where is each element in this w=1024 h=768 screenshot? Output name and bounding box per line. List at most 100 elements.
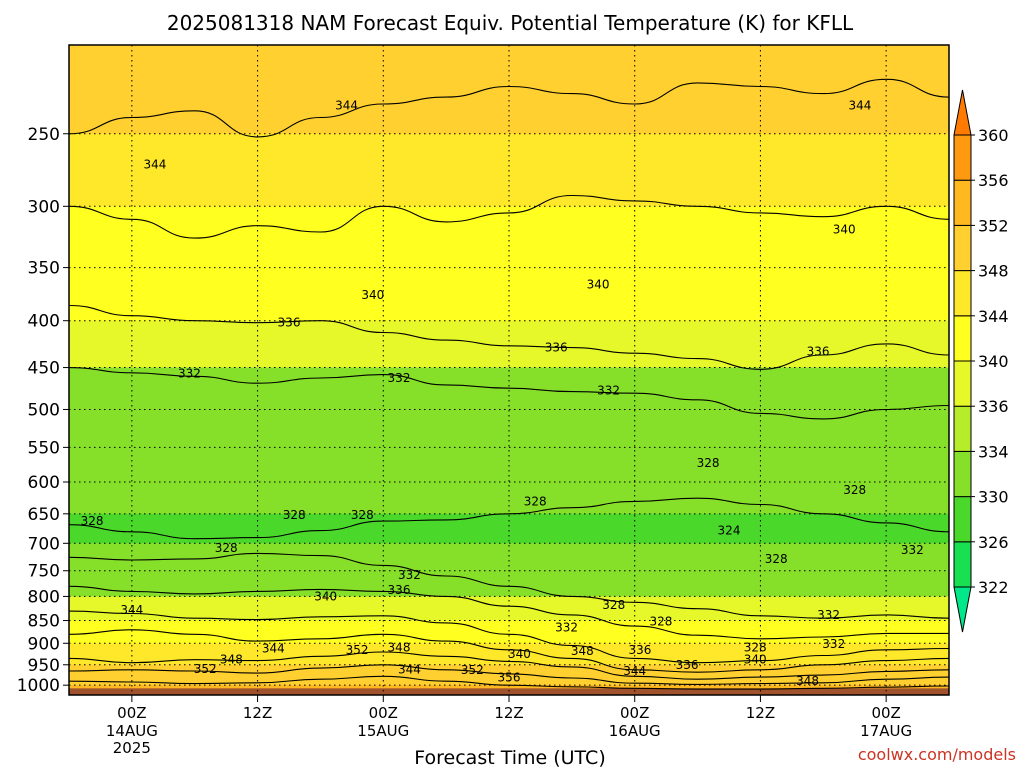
x-tick-label: 12Z [746,704,775,722]
colorbar-segment [953,270,972,317]
colorbar-label: 356 [978,171,1009,190]
x-axis-title: Forecast Time (UTC) [414,747,605,768]
contour-label: 336 [628,643,651,657]
colorbar-segment [953,541,972,588]
color-band [69,45,949,135]
colorbar: 322 326 330 334 336 340 344 348 352 356 360 [953,89,1009,633]
colorbar-max-arrow [953,89,972,136]
surface-band [69,688,949,695]
contour-label: 352 [346,643,369,657]
contour-label: 336 [545,341,568,355]
y-tick-label: 650 [28,505,60,525]
contour-line-340 [69,610,949,664]
contour-label: 336 [807,344,830,358]
colorbar-label: 344 [978,307,1009,326]
contour-label: 340 [361,288,384,302]
contour-label: 332 [817,608,840,622]
contour-label: 344 [143,157,166,171]
colorbar-segment [953,496,972,543]
contour-label: 328 [744,641,767,655]
x-tick-sublabel: 14AUG [106,722,158,740]
contour-label: 332 [388,371,411,385]
y-tick-label: 1000 [17,676,60,696]
contour-label: 332 [822,637,845,651]
contour-line-332 [69,367,949,420]
x-tick-sublabel: 15AUG [357,722,409,740]
contour-labels: 344 344 344 340 340 340 336 336 336 332 332 332 328 3… [81,99,924,688]
colorbar-label: 322 [978,578,1009,597]
contour-line-352 [69,664,949,685]
colorbar-label: 326 [978,533,1009,552]
plot-area: 344 344 344 340 340 340 336 336 336 332 332 332 328 3… [69,45,949,695]
colorbar-label: 330 [978,488,1009,507]
y-tick-label: 550 [28,438,60,458]
y-tick-label: 700 [28,534,60,554]
contour-label: 332 [901,543,924,557]
contour-label: 324 [718,524,741,538]
colorbar-label: 340 [978,352,1009,371]
x-tick-label: 00Z [620,704,649,722]
colorbar-label: 360 [978,126,1009,145]
contour-label: 344 [848,99,871,113]
contour-label: 340 [833,222,856,236]
y-tick-label: 300 [28,197,60,217]
x-tick-label: 12Z [243,704,272,722]
colorbar-label: 348 [978,262,1009,281]
x-tick-label: 12Z [494,704,523,722]
contour-label: 344 [398,662,421,676]
watermark: coolwx.com/models [858,745,1016,764]
colorbar-min-arrow [953,586,972,633]
colorbar-label: 352 [978,216,1009,235]
contour-label: 332 [398,568,421,582]
x-tick-label: 00Z [117,704,146,722]
colorbar-segment [953,450,972,498]
contour-label: 340 [508,647,531,661]
contour-label: 328 [843,483,866,497]
contour-label: 336 [676,658,699,672]
contour-line-344 [69,629,949,673]
contour-label: 340 [587,277,610,291]
contour-label: 328 [765,552,788,566]
y-axis: 2503003504004505005506006507007508008509… [17,125,69,696]
color-band [69,206,949,269]
contour-label: 352 [461,663,484,677]
contour-label: 332 [178,367,201,381]
y-tick-label: 600 [28,473,60,493]
y-tick-label: 400 [28,312,60,332]
chart-title: 2025081318 NAM Forecast Equiv. Potential… [167,11,854,35]
contour-label: 344 [262,642,285,656]
colorbar-label: 336 [978,397,1009,416]
contour-line-344 [69,78,949,138]
y-tick-label: 750 [28,562,60,582]
x-tick-sublabel: 17AUG [860,722,912,740]
contour-label: 348 [571,644,594,658]
contour-label: 348 [388,641,411,655]
grid-lines [69,45,949,695]
x-tick-sublabel: 16AUG [609,722,661,740]
contour-label: 328 [524,494,547,508]
x-tick-label: 00Z [369,704,398,722]
contour-label: 356 [498,671,521,685]
colorbar-segment [953,405,972,452]
contour-label: 328 [81,514,104,528]
colorbar-segment [953,360,972,407]
contour-label: 336 [278,316,301,330]
contour-line-340 [69,194,949,239]
contour-label: 344 [120,603,143,617]
y-tick-label: 900 [28,634,60,654]
y-tick-label: 450 [28,359,60,379]
x-tick-label: 00Z [871,704,900,722]
contour-label: 348 [796,674,819,688]
contour-label: 344 [623,664,646,678]
color-band [69,447,949,483]
x-tick-sublabel: 2025 [113,739,151,757]
color-band [69,570,949,598]
contour-label: 344 [335,99,358,113]
colorbar-label: 334 [978,442,1009,461]
colorbar-segment [953,315,972,362]
contour-label: 328 [215,541,238,555]
color-band [69,481,949,515]
contour-label: 348 [220,652,243,666]
contour-label: 340 [314,589,337,603]
